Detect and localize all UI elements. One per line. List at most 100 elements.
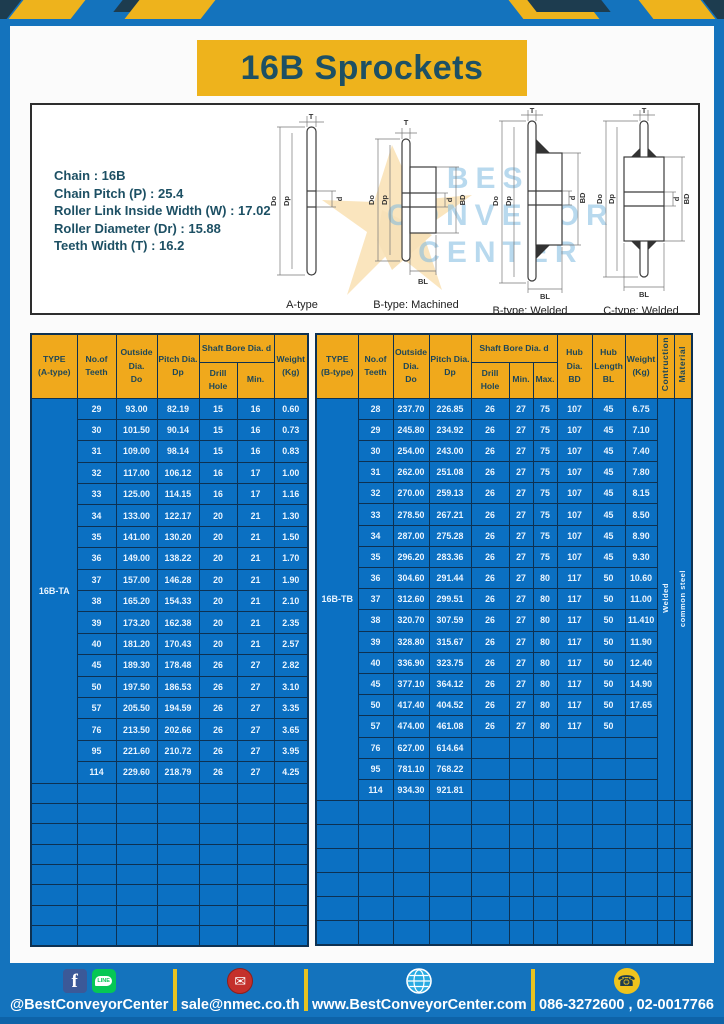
cell bbox=[624, 848, 658, 874]
cell: 17 bbox=[236, 483, 275, 506]
cell bbox=[428, 920, 472, 946]
cell: 26 bbox=[198, 654, 238, 677]
cell bbox=[76, 782, 117, 804]
table-row: 40 336.90 323.75 26 27 80 117 50 12.40 bbox=[316, 651, 692, 674]
cell bbox=[508, 778, 534, 802]
cell bbox=[273, 864, 309, 886]
cell: 3.35 bbox=[273, 696, 309, 720]
cell bbox=[624, 920, 658, 946]
cell: 130.20 bbox=[156, 525, 200, 549]
cell: 27 bbox=[508, 566, 534, 590]
cell: 45 bbox=[591, 524, 626, 547]
cell: 20 bbox=[198, 568, 238, 592]
cell bbox=[76, 823, 117, 845]
empty-row bbox=[30, 904, 309, 927]
cell: 377.10 bbox=[392, 672, 430, 696]
cell: 138.22 bbox=[156, 547, 200, 570]
cell: 299.51 bbox=[428, 588, 472, 611]
col-weight: Weight (Kg) bbox=[273, 333, 309, 399]
cell: 26 bbox=[470, 630, 510, 653]
cell: 245.80 bbox=[392, 418, 430, 441]
sprocket-drawing-b-machined: T Do Dp d BD BL bbox=[367, 118, 467, 286]
svg-text:Dp: Dp bbox=[607, 194, 616, 204]
cell: 8.90 bbox=[624, 524, 658, 547]
cell: 45 bbox=[591, 503, 626, 526]
cell: 296.20 bbox=[392, 545, 430, 569]
diagram-b-machined: T Do Dp d BD BL B-type: Machined bbox=[362, 111, 470, 311]
cell bbox=[156, 884, 200, 906]
cell bbox=[198, 782, 238, 804]
cell: 45 bbox=[591, 439, 626, 463]
cell: 141.00 bbox=[115, 525, 158, 549]
spec-line: Chain : 16B bbox=[54, 168, 126, 183]
cell: 80 bbox=[532, 630, 558, 653]
footer-phone: ☎ 086-3272600 , 02-0017766 bbox=[539, 967, 714, 1013]
table-row: 34 133.00 122.17 20 21 1.30 bbox=[31, 504, 309, 527]
social-handle: @BestConveyorCenter bbox=[10, 997, 169, 1013]
cell bbox=[591, 800, 626, 826]
svg-text:d: d bbox=[445, 197, 454, 202]
cell bbox=[532, 778, 558, 802]
cell: 312.60 bbox=[392, 588, 430, 611]
cell: 125.00 bbox=[115, 483, 158, 506]
cell: 328.80 bbox=[392, 630, 430, 653]
empty-row bbox=[30, 884, 309, 906]
cell: 270.00 bbox=[392, 482, 430, 505]
cell bbox=[532, 920, 558, 946]
cell bbox=[470, 848, 510, 874]
table-row: 35 296.20 283.36 26 27 75 107 45 9.30 bbox=[316, 545, 692, 569]
cell: 33 bbox=[76, 483, 117, 506]
cell: 26 bbox=[198, 739, 238, 763]
cell bbox=[30, 904, 78, 927]
cell: 404.52 bbox=[428, 694, 472, 717]
cell: 114.15 bbox=[156, 483, 200, 506]
cell: 107 bbox=[556, 482, 593, 505]
cell bbox=[198, 843, 238, 866]
table-row: 50 197.50 186.53 26 27 3.10 bbox=[31, 675, 309, 698]
diagram-caption: B-type: Machined bbox=[373, 299, 459, 311]
cell: 27 bbox=[508, 482, 534, 505]
diagram-b-welded: T Do Dp d BD BL B-type: Welded bbox=[474, 106, 587, 313]
cell: 21 bbox=[236, 611, 275, 634]
cell: 1.16 bbox=[273, 483, 309, 506]
cell: 768.22 bbox=[428, 757, 472, 780]
cell bbox=[30, 782, 78, 804]
cell: 57 bbox=[357, 715, 394, 738]
cell: 26 bbox=[470, 461, 510, 484]
cell: 15 bbox=[198, 440, 238, 463]
cell bbox=[392, 824, 430, 850]
cell bbox=[532, 757, 558, 780]
cell: 45 bbox=[591, 418, 626, 441]
footer-divider bbox=[303, 969, 308, 1011]
cell: 157.00 bbox=[115, 568, 158, 592]
cell: 336.90 bbox=[392, 651, 430, 674]
cell: 0.60 bbox=[273, 397, 309, 420]
cell: 98.14 bbox=[156, 440, 200, 463]
table-row: 57 474.00 461.08 26 27 80 117 50 bbox=[316, 715, 692, 738]
cell: 14.90 bbox=[624, 672, 658, 696]
cell: 20 bbox=[198, 590, 238, 613]
cell: 35 bbox=[76, 525, 117, 549]
cell: 0.73 bbox=[273, 418, 309, 442]
cell: 2.82 bbox=[273, 654, 309, 677]
table-row: 29 245.80 234.92 26 27 75 107 45 7.10 bbox=[316, 418, 692, 441]
cell: 28 bbox=[357, 397, 394, 420]
cell bbox=[315, 800, 359, 826]
hazard-stripe bbox=[124, 0, 216, 19]
cell: 80 bbox=[532, 672, 558, 696]
cell bbox=[508, 920, 534, 946]
sprocket-drawing-c-welded: T Do Dp d BD BL bbox=[595, 106, 691, 299]
cell: 11.00 bbox=[624, 588, 658, 611]
cell bbox=[470, 824, 510, 850]
cell: 6.75 bbox=[624, 397, 658, 420]
table-b-body: 16B-TB 28 237.70 226.85 26 27 75 107 45 6.75 Welde… bbox=[315, 397, 693, 946]
table-row: 32 270.00 259.13 26 27 75 107 45 8.15 bbox=[316, 482, 692, 505]
cell: 39 bbox=[76, 611, 117, 634]
cell: 75 bbox=[532, 503, 558, 526]
table-row: 39 328.80 315.67 26 27 80 117 50 11.90 bbox=[316, 630, 692, 653]
cell: 181.20 bbox=[115, 632, 158, 656]
cell: 0.83 bbox=[273, 440, 309, 463]
cell bbox=[236, 884, 275, 906]
cell: 75 bbox=[532, 524, 558, 547]
cell: 934.30 bbox=[392, 778, 430, 802]
